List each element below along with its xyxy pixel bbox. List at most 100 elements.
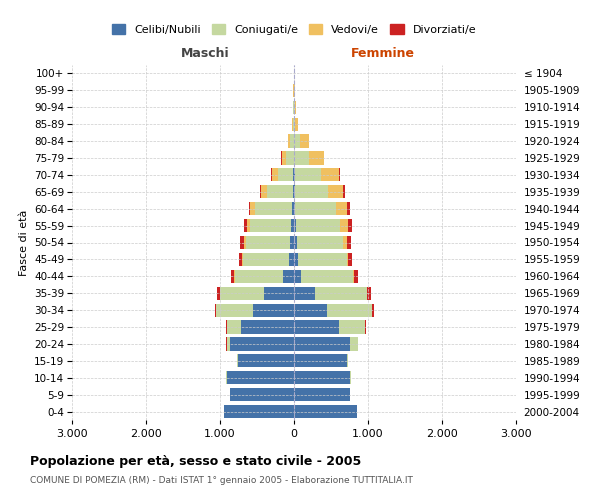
Bar xyxy=(217,286,220,300)
Bar xyxy=(271,168,272,181)
Bar xyxy=(328,304,372,316)
Y-axis label: Anni di nascita: Anni di nascita xyxy=(597,201,600,284)
Bar xyxy=(230,388,294,401)
Bar xyxy=(288,134,290,147)
Bar xyxy=(290,134,294,147)
Bar xyxy=(294,286,315,300)
Bar xyxy=(227,371,294,384)
Legend: Celibi/Nubili, Coniugati/e, Vedovi/e, Divorziati/e: Celibi/Nubili, Coniugati/e, Vedovi/e, Di… xyxy=(109,21,479,38)
Bar xyxy=(343,236,347,249)
Bar xyxy=(294,236,297,249)
Bar xyxy=(255,202,292,215)
Bar xyxy=(294,354,347,368)
Bar xyxy=(293,118,294,131)
Bar xyxy=(294,134,300,147)
Text: COMUNE DI POMEZIA (RM) - Dati ISTAT 1° gennaio 2005 - Elaborazione TUTTITALIA.IT: COMUNE DI POMEZIA (RM) - Dati ISTAT 1° g… xyxy=(30,476,413,485)
Bar xyxy=(244,236,246,249)
Bar xyxy=(238,354,294,368)
Bar xyxy=(295,152,309,164)
Bar xyxy=(250,202,255,215)
Bar xyxy=(347,202,349,215)
Bar xyxy=(343,185,344,198)
Text: Maschi: Maschi xyxy=(181,47,230,60)
Bar xyxy=(347,236,351,249)
Bar xyxy=(230,338,294,350)
Bar xyxy=(336,202,347,215)
Bar xyxy=(295,202,336,215)
Bar xyxy=(290,236,294,249)
Bar xyxy=(294,405,357,418)
Bar xyxy=(354,270,358,283)
Bar xyxy=(340,219,347,232)
Bar xyxy=(217,304,253,316)
Bar xyxy=(265,286,294,300)
Bar xyxy=(215,304,216,316)
Bar xyxy=(350,338,358,350)
Text: Femmine: Femmine xyxy=(351,47,415,60)
Bar xyxy=(348,253,352,266)
Bar xyxy=(295,168,320,181)
Bar xyxy=(300,134,309,147)
Bar xyxy=(244,219,247,232)
Bar xyxy=(266,185,293,198)
Bar xyxy=(294,219,296,232)
Bar xyxy=(231,270,235,283)
Bar xyxy=(272,168,278,181)
Bar xyxy=(295,185,328,198)
Bar xyxy=(347,219,352,232)
Bar xyxy=(297,236,343,249)
Bar xyxy=(241,320,294,334)
Bar xyxy=(339,320,365,334)
Bar xyxy=(278,168,293,181)
Bar xyxy=(227,320,241,334)
Bar xyxy=(294,304,328,316)
Bar xyxy=(347,253,348,266)
Bar xyxy=(339,168,340,181)
Bar xyxy=(294,338,350,350)
Bar xyxy=(289,253,294,266)
Bar xyxy=(301,270,353,283)
Y-axis label: Fasce di età: Fasce di età xyxy=(19,210,29,276)
Bar xyxy=(246,236,290,249)
Bar xyxy=(295,100,296,114)
Bar xyxy=(294,388,350,401)
Bar xyxy=(253,304,294,316)
Bar xyxy=(328,185,343,198)
Bar xyxy=(372,304,374,316)
Bar xyxy=(239,253,242,266)
Bar xyxy=(294,270,301,283)
Text: Popolazione per età, sesso e stato civile - 2005: Popolazione per età, sesso e stato civil… xyxy=(30,455,361,468)
Bar xyxy=(227,338,230,350)
Bar xyxy=(286,152,293,164)
Bar xyxy=(294,185,295,198)
Bar xyxy=(294,371,350,384)
Bar xyxy=(282,152,286,164)
Bar xyxy=(235,270,283,283)
Bar xyxy=(353,270,354,283)
Bar xyxy=(294,253,298,266)
Bar xyxy=(249,202,250,215)
Bar xyxy=(247,219,250,232)
Bar xyxy=(295,118,298,131)
Bar xyxy=(260,185,266,198)
Bar xyxy=(237,354,238,368)
Bar xyxy=(298,253,347,266)
Bar xyxy=(291,219,294,232)
Bar xyxy=(220,286,265,300)
Bar xyxy=(309,152,324,164)
Bar xyxy=(240,236,244,249)
Bar xyxy=(292,118,293,131)
Bar xyxy=(293,185,294,198)
Bar xyxy=(250,219,291,232)
Bar xyxy=(294,168,295,181)
Bar xyxy=(296,219,340,232)
Bar xyxy=(283,270,294,283)
Bar xyxy=(315,286,367,300)
Bar xyxy=(294,100,295,114)
Bar xyxy=(292,202,294,215)
Bar xyxy=(293,168,294,181)
Bar xyxy=(242,253,243,266)
Bar xyxy=(294,202,295,215)
Bar xyxy=(367,286,371,300)
Bar xyxy=(320,168,339,181)
